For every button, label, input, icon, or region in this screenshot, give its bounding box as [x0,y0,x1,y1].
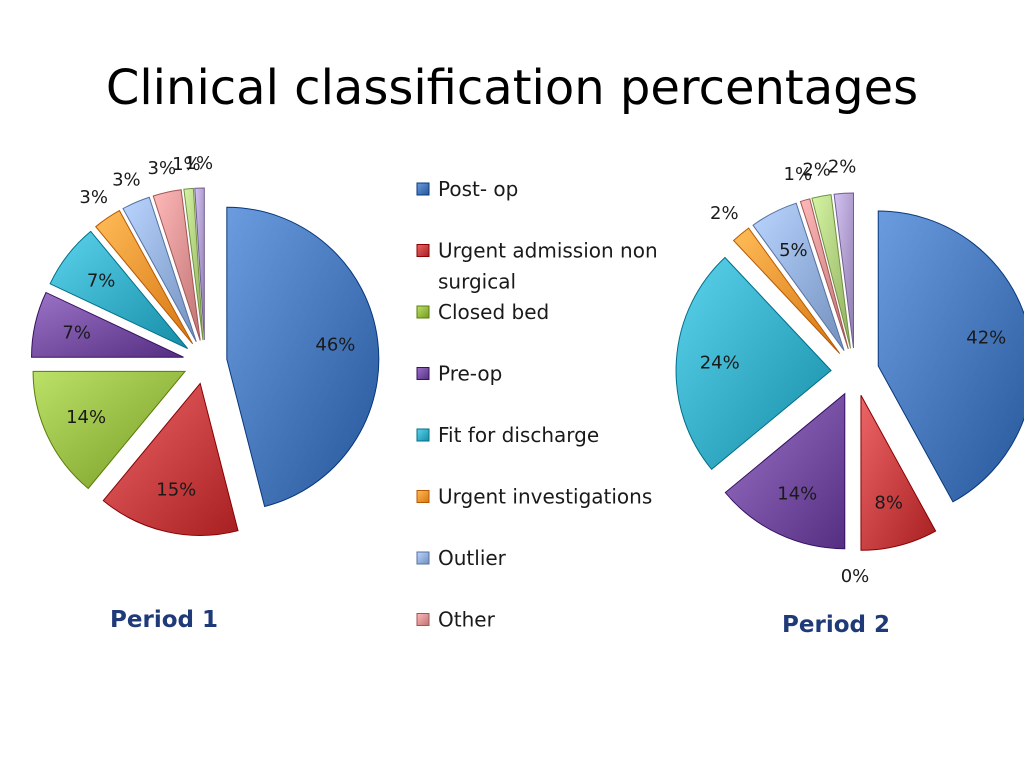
data-label: 1% [185,153,214,174]
data-label: 42% [966,327,1006,348]
pie-chart-period-1: 46%15%14%7%7%3%3%3%1%1% [31,153,380,536]
pie-slice [724,392,846,550]
pie-slice [183,187,204,341]
pie-slice [194,187,205,341]
data-label: 2% [710,203,739,224]
data-label: 7% [62,322,91,343]
data-label: 14% [66,407,106,428]
data-label: 3% [148,158,177,179]
data-label: 15% [156,479,196,500]
data-label: 5% [779,240,808,261]
legend-swatch [416,428,430,442]
data-label: 14% [777,484,817,505]
data-label: 46% [315,335,355,356]
pie-slice [675,256,832,470]
period-2-label: Period 2 [782,612,890,638]
legend-label: Closed bed [438,300,549,324]
pie-slice [877,210,1024,503]
data-label: 1% [172,154,201,175]
data-label: 8% [874,492,903,513]
legend-swatch [416,244,430,257]
legend-label: Urgent admission non surgical [438,239,658,294]
pie-slice [226,206,380,508]
pie-slice [152,189,201,341]
pie-slice [732,227,841,354]
data-label: 24% [700,353,740,374]
legend-label: Other [438,608,496,632]
legend-swatch [416,367,430,380]
pie-slice [95,209,194,345]
legend-label: Outlier [438,546,507,570]
data-label: 3% [79,187,108,208]
legend-label: Pre-op [438,362,502,386]
legend-label: Fit for discharge [438,423,599,447]
period-1-label: Period 1 [110,607,218,633]
page-title: Clinical classification percentages [105,60,919,116]
pie-slice [122,196,197,343]
data-label: 1% [784,164,813,185]
legend-swatch [416,305,430,319]
pie-slice [31,291,184,358]
pie-slice [799,198,849,350]
legend-label: Urgent investigations [438,485,652,509]
legend-label: Post- op [438,177,518,201]
legend-swatch [416,613,430,626]
pie-slice [833,192,854,349]
legend-swatch [416,490,430,503]
data-label: 7% [87,270,116,291]
data-label: 0% [841,566,870,587]
data-label: 2% [802,160,831,181]
pie-chart-period-2: 42%8%0%14%24%2%5%1%2%2% [675,156,1024,587]
pie-slice [32,370,187,490]
data-label: 3% [112,169,141,190]
pie-slice [752,202,845,351]
pie-slice [811,194,851,349]
pie-slice [860,395,937,551]
pie-slice [49,230,189,349]
legend-swatch [416,182,430,196]
legend-swatch [416,551,430,565]
data-label: 2% [828,156,857,177]
legend: Post- op Urgent admission non surgical Clos… [416,177,658,632]
pie-slice [102,382,239,536]
